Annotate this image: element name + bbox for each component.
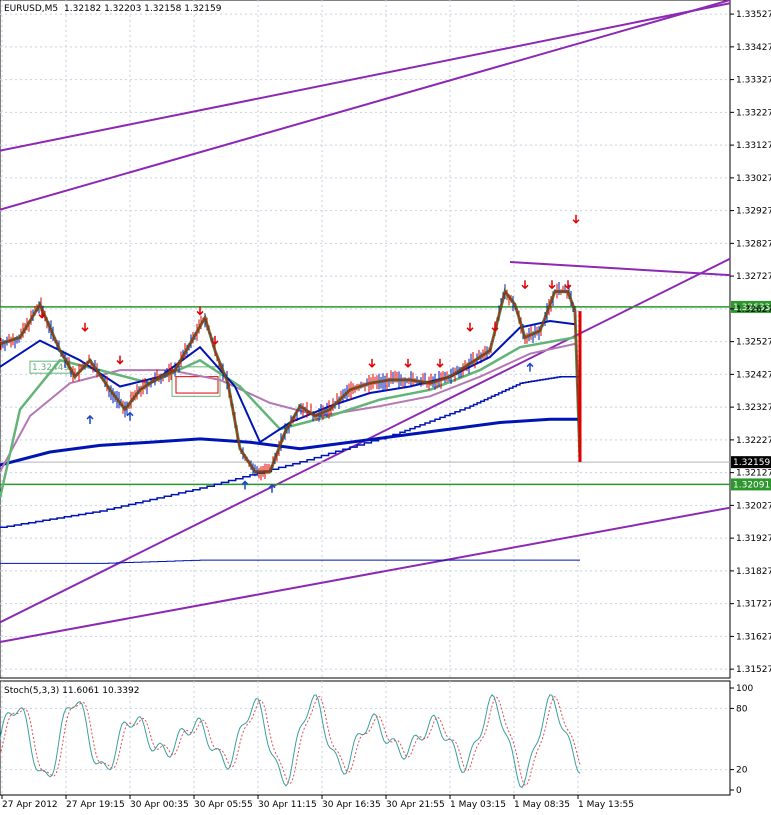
down-arrow — [521, 280, 529, 290]
down-arrow — [211, 335, 219, 345]
stochastic-series — [0, 693, 581, 789]
up-arrow — [268, 483, 276, 493]
signal-arrows — [38, 214, 580, 493]
down-arrow — [368, 358, 376, 368]
down-arrow — [404, 358, 412, 368]
price-tick-label: 1.33127 — [736, 141, 771, 151]
price-tick-label: 1.32027 — [736, 501, 771, 511]
price-tick-label: 1.31627 — [736, 632, 771, 642]
trend-line — [0, 2, 731, 152]
main-panel — [0, 0, 731, 679]
ma-step-upper — [0, 375, 580, 529]
time-tick-label: 30 Apr 11:15 — [258, 800, 317, 810]
price-tick-label: 1.32427 — [736, 370, 771, 380]
trend-lines — [0, 0, 731, 643]
down-arrow — [466, 322, 474, 332]
chart-ohlc: 1.32182 1.32203 1.32158 1.32159 — [64, 4, 222, 14]
time-tick-label: 1 May 08:35 — [514, 800, 570, 810]
trend-line — [0, 0, 731, 211]
price-tick-label: 1.32627 — [736, 305, 771, 315]
price-tick-label: 1.32927 — [736, 207, 771, 217]
price-series — [0, 281, 582, 481]
price-tick-label: 1.33527 — [736, 10, 771, 20]
box-label: 1.32449 — [32, 363, 69, 373]
time-tick-label: 30 Apr 05:55 — [194, 800, 253, 810]
down-arrow — [196, 306, 204, 316]
down-arrow — [81, 322, 89, 332]
trend-line — [0, 506, 731, 643]
stoch-tick-label: 80 — [736, 704, 748, 714]
up-arrow — [241, 480, 249, 490]
price-tick-label: 1.33027 — [736, 174, 771, 184]
axes: 1.31527 1.31627 1.31727 1.31827 1.31927 1.320… — [1, 10, 771, 810]
time-tick-label: 30 Apr 00:35 — [130, 800, 189, 810]
price-tick-label: 1.32527 — [736, 338, 771, 348]
price-tick-label: 1.32827 — [736, 239, 771, 249]
level-tag — [731, 478, 771, 491]
time-tick-label: 30 Apr 16:35 — [322, 800, 381, 810]
time-tick-label: 1 May 03:15 — [450, 800, 506, 810]
up-arrow — [126, 411, 134, 421]
time-tick-label: 27 Apr 19:15 — [66, 800, 125, 810]
ma-step-lower — [0, 559, 580, 564]
level-tag-label: 1.32091 — [733, 480, 770, 490]
price-tick-label: 1.32727 — [736, 272, 771, 282]
time-tick-label: 1 May 13:55 — [578, 800, 634, 810]
down-arrow — [38, 309, 46, 319]
down-arrow — [436, 358, 444, 368]
zone-box — [171, 366, 221, 397]
up-arrow — [526, 362, 534, 372]
down-arrow — [572, 214, 580, 224]
stoch-main-line — [0, 693, 581, 789]
time-tick-label: 27 Apr 2012 — [2, 800, 58, 810]
up-arrow — [86, 414, 94, 424]
stoch-signal-line — [0, 696, 581, 787]
price-tick-label: 1.33427 — [736, 43, 771, 53]
stoch-tick-label: 0 — [736, 786, 742, 796]
bid-tag — [731, 456, 771, 469]
horizontal-levels: 1.32633 1.32091 1.32159 1.32449 — [0, 300, 771, 491]
price-tick-label: 1.31927 — [736, 534, 771, 544]
price-tick-label: 1.33227 — [736, 108, 771, 118]
grid-stoch — [0, 681, 730, 795]
stoch-panel — [0, 680, 731, 796]
ma-violet — [0, 342, 576, 473]
stoch-title: Stoch(5,3,3) 11.6061 10.3392 — [4, 686, 139, 696]
trend-line — [509, 261, 731, 277]
price-tick-label: 1.32327 — [736, 403, 771, 413]
zone-box — [175, 376, 219, 394]
price-tick-label: 1.31727 — [736, 600, 771, 610]
bid-tag-label: 1.32159 — [733, 458, 770, 468]
down-arrow — [116, 355, 124, 365]
down-arrow — [564, 280, 572, 290]
stoch-tick-label: 100 — [736, 684, 753, 694]
time-tick-label: 30 Apr 21:55 — [386, 800, 445, 810]
down-arrow — [491, 322, 499, 332]
price-tick-label: 1.32227 — [736, 436, 771, 446]
price-tick-label: 1.31827 — [736, 567, 771, 577]
chart-symbol: EURUSD,M5 — [4, 4, 58, 14]
price-line — [0, 290, 581, 473]
level-tag-label: 1.32633 — [733, 303, 770, 313]
down-arrow — [548, 280, 556, 290]
price-tick-label: 1.32127 — [736, 469, 771, 479]
price-tick-label: 1.33327 — [736, 76, 771, 86]
price-tick-label: 1.31527 — [736, 665, 771, 675]
stoch-tick-label: 20 — [736, 766, 748, 776]
level-tag — [731, 300, 771, 313]
ma-slow — [0, 417, 580, 467]
